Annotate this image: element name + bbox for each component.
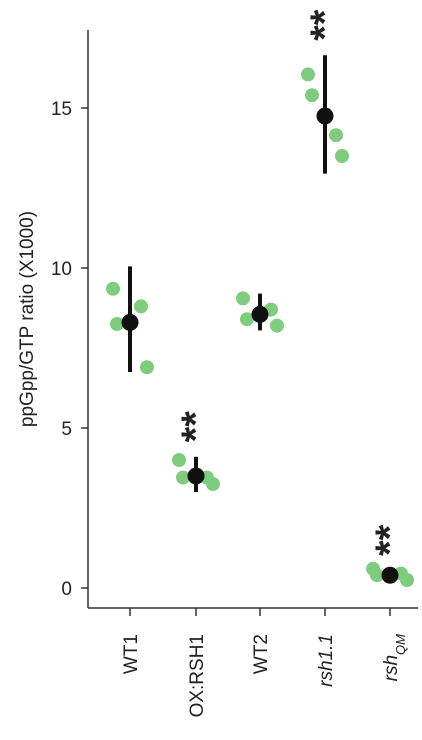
data-point — [176, 470, 190, 485]
data-point — [305, 88, 319, 103]
data-point — [240, 312, 254, 327]
data-point — [301, 67, 315, 82]
y-axis-title: ppGpp/GTP ratio (X1000) — [17, 211, 38, 427]
axes — [81, 30, 418, 616]
data-point — [270, 318, 284, 333]
data-point — [134, 299, 148, 314]
mean-point — [187, 467, 205, 485]
x-category-label: rsh1.1 — [316, 634, 337, 687]
y-tick-label: 5 — [61, 419, 72, 440]
data-point — [172, 453, 186, 467]
data-point — [400, 573, 414, 587]
mean-point — [121, 313, 139, 331]
data-point — [370, 568, 384, 583]
significance-marker: ** — [174, 411, 218, 443]
data-point — [329, 128, 343, 143]
chart-marks — [106, 55, 414, 587]
x-category-label: OX:RSH1 — [187, 634, 208, 717]
data-point — [206, 477, 220, 491]
x-category-label: rshQM — [381, 634, 408, 682]
significance-marker: ** — [303, 9, 347, 41]
data-point — [140, 360, 154, 375]
data-point — [236, 291, 250, 306]
y-tick-label: 0 — [61, 579, 72, 600]
data-point — [335, 149, 349, 163]
data-point — [106, 281, 120, 296]
x-category-label: WT2 — [251, 634, 272, 674]
mean-point — [316, 107, 334, 125]
significance-marker: ** — [368, 524, 412, 556]
y-tick-label: 15 — [51, 99, 72, 120]
data-point — [110, 317, 124, 331]
mean-point — [251, 305, 269, 323]
y-tick-label: 10 — [51, 259, 72, 280]
x-category-label: WT1 — [121, 634, 142, 674]
mean-point — [381, 566, 399, 584]
chart-labels: 0 5 10 15 ppGpp/GTP ratio (X1000) WT1 OX:RSH1 W… — [17, 9, 412, 717]
